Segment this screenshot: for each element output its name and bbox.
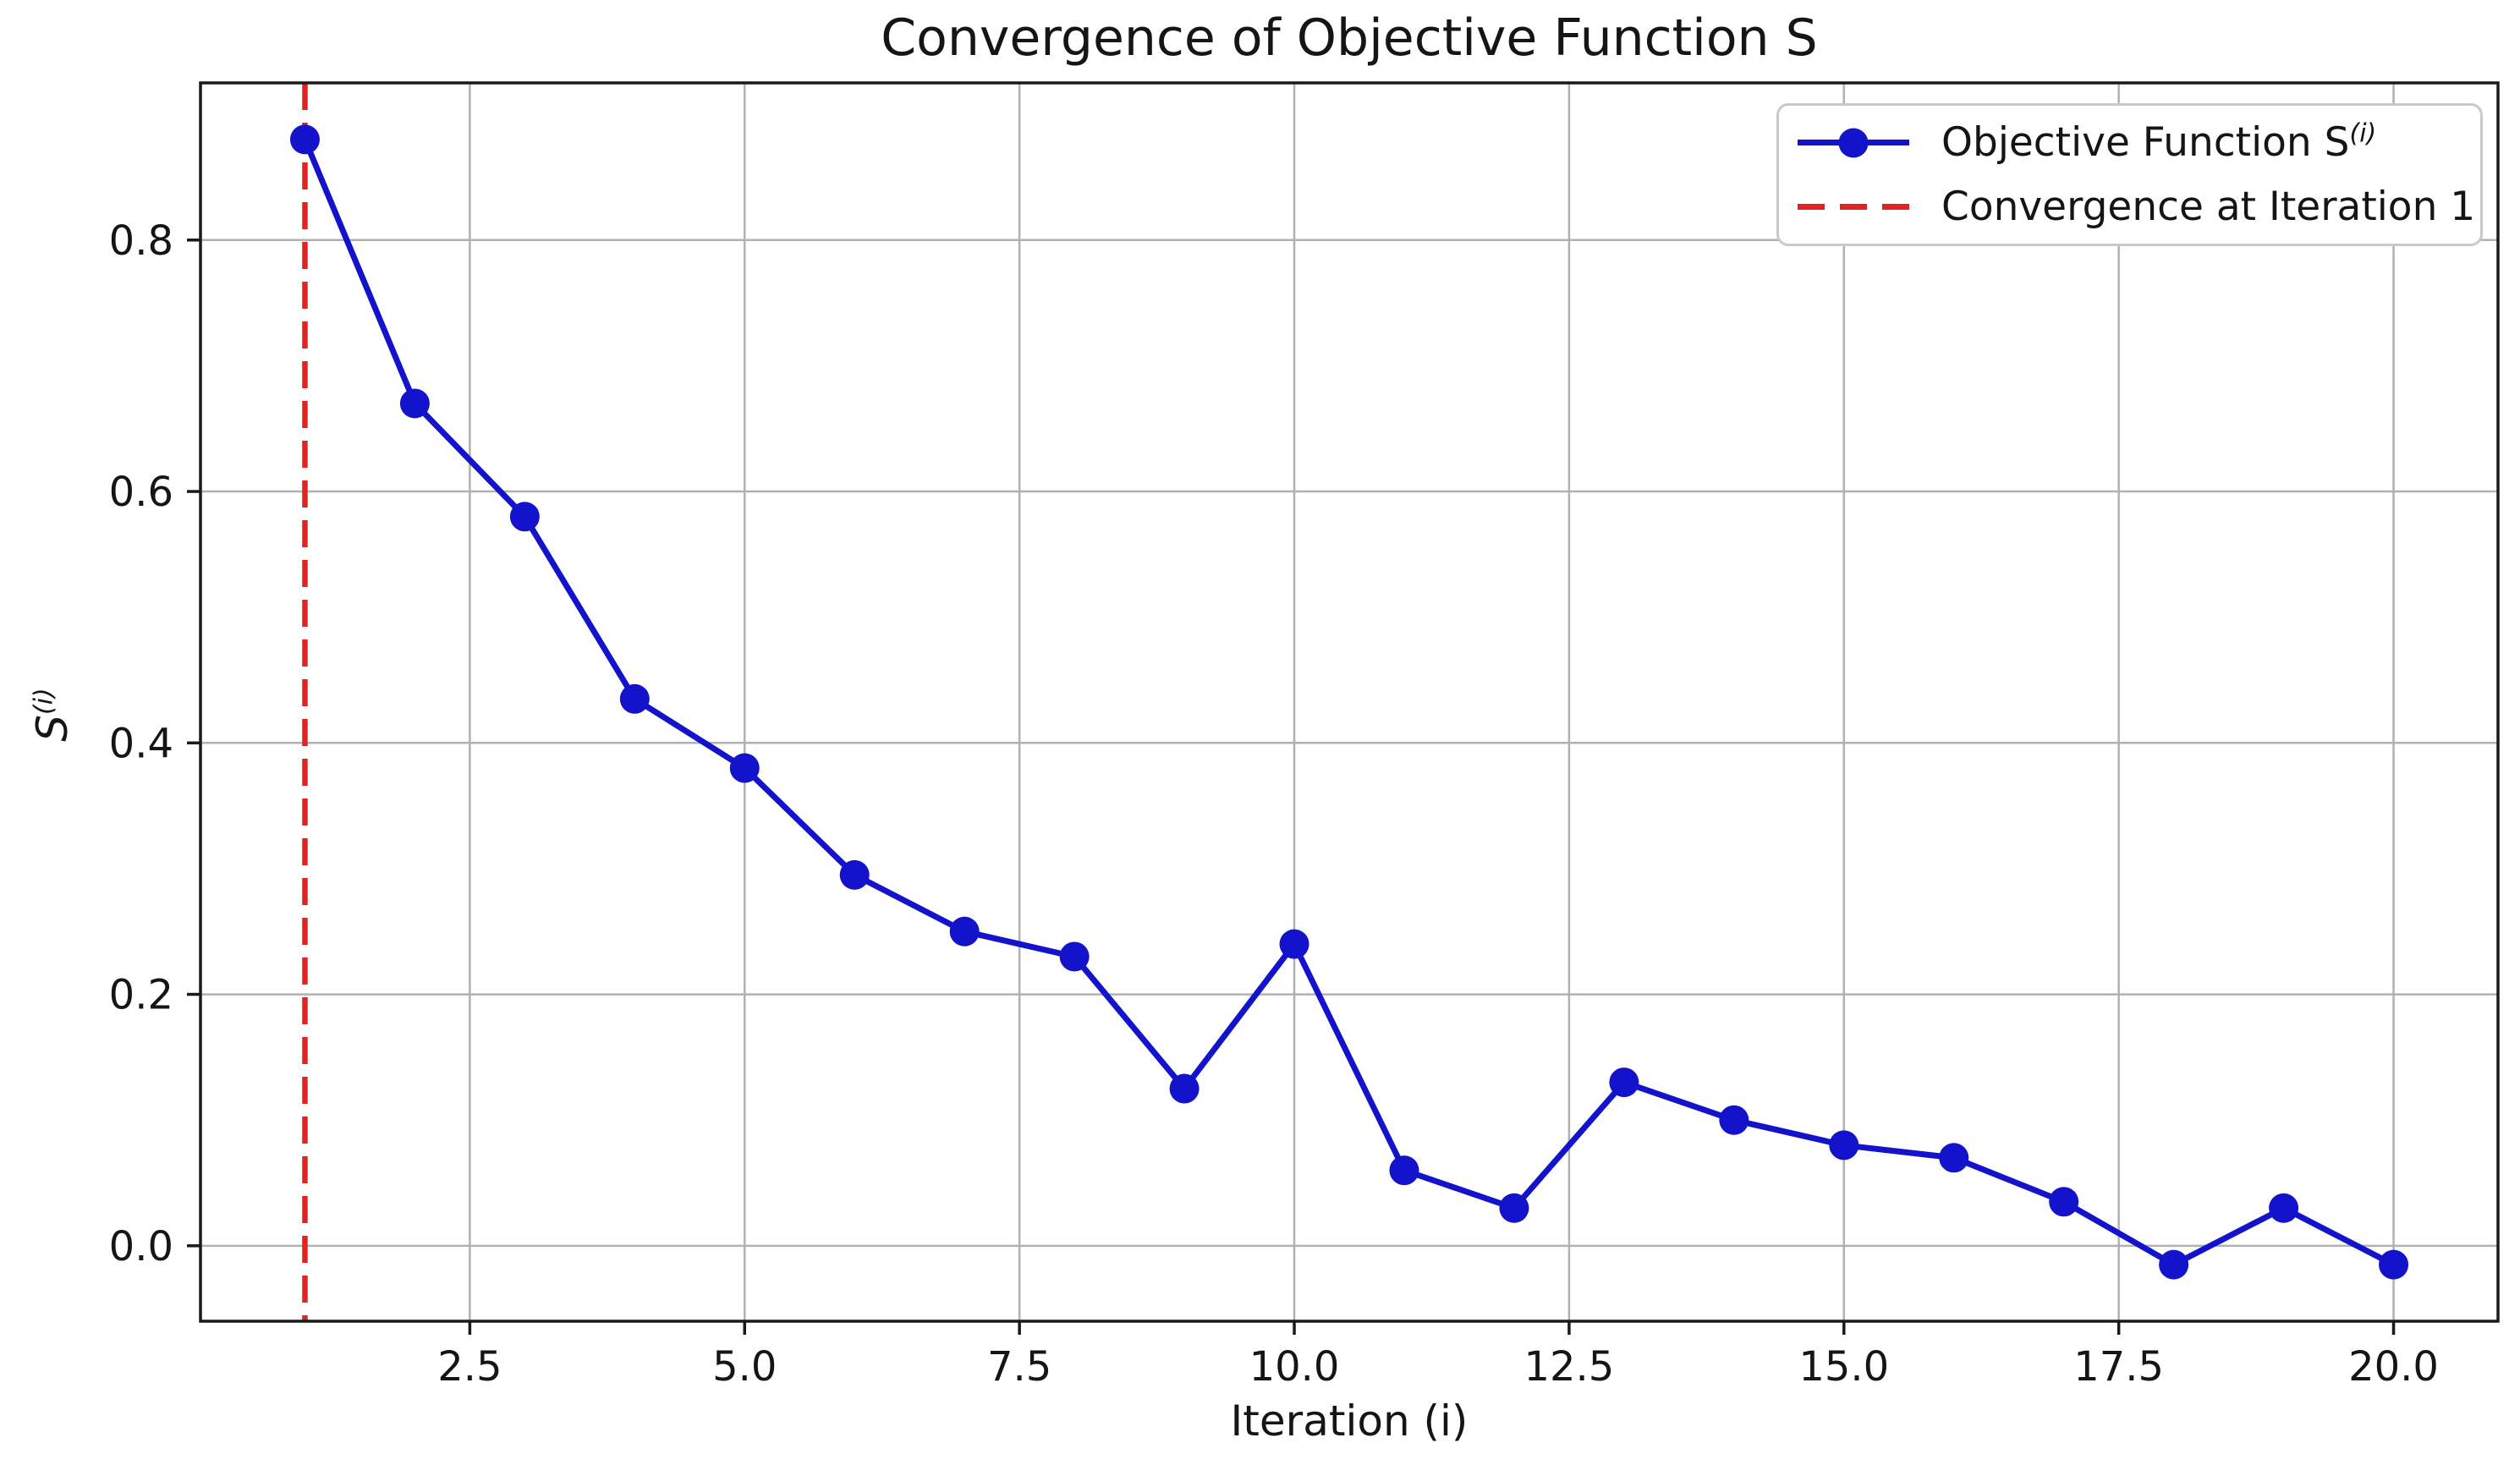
data-point-marker xyxy=(1719,1105,1749,1135)
legend: Objective Function S(i) Convergence at I… xyxy=(1776,103,2483,246)
y-tick-label: 0.0 xyxy=(109,1223,173,1270)
data-point-marker xyxy=(949,916,980,946)
data-point-marker xyxy=(1169,1073,1200,1104)
x-axis-label: Iteration (i) xyxy=(1230,1396,1469,1446)
data-point-marker xyxy=(2379,1249,2409,1280)
y-axis-label-base: S xyxy=(28,715,77,742)
x-tick-label: 10.0 xyxy=(1249,1343,1340,1391)
x-tick-label: 5.0 xyxy=(712,1343,777,1391)
legend-label-text: Convergence at Iteration 1 xyxy=(1941,183,2476,230)
legend-item-convergence-line: Convergence at Iteration 1 xyxy=(1779,175,2480,239)
data-point-marker xyxy=(289,124,320,155)
data-point-marker xyxy=(2049,1187,2079,1217)
legend-dash-sample xyxy=(1798,203,1909,210)
y-tick-label: 0.2 xyxy=(109,972,173,1019)
data-point-marker xyxy=(1609,1067,1639,1098)
data-point-marker xyxy=(729,753,760,783)
x-tick-label: 7.5 xyxy=(987,1343,1051,1391)
legend-line-sample xyxy=(1798,128,1909,158)
data-point-marker xyxy=(2159,1249,2189,1280)
plot-frame xyxy=(199,81,2500,1323)
data-point-marker xyxy=(1939,1143,1969,1173)
data-point-marker xyxy=(839,859,870,890)
y-tick-label: 0.8 xyxy=(109,217,173,265)
series-line xyxy=(301,136,2397,1268)
legend-label-text: Objective Function S xyxy=(1941,119,2350,167)
x-tick-label: 17.5 xyxy=(2073,1343,2164,1391)
data-point-marker xyxy=(1829,1130,1859,1160)
data-point-marker xyxy=(1279,929,1309,959)
legend-item-objective-function: Objective Function S(i) xyxy=(1779,111,2480,175)
data-point-marker xyxy=(619,683,650,714)
x-tick-label: 2.5 xyxy=(437,1343,502,1391)
y-tick-label: 0.6 xyxy=(109,469,173,516)
y-axis-label: S(i) xyxy=(28,688,77,742)
data-point-marker xyxy=(1059,941,1090,972)
legend-marker-dot-icon xyxy=(1838,128,1869,158)
data-point-marker xyxy=(2269,1193,2299,1223)
data-point-marker xyxy=(399,388,430,419)
x-tick-label: 12.5 xyxy=(1524,1343,1614,1391)
data-point-marker xyxy=(509,502,540,532)
legend-label: Convergence at Iteration 1 xyxy=(1941,184,2475,230)
data-point-marker xyxy=(1389,1155,1419,1186)
x-tick-label: 15.0 xyxy=(1798,1343,1889,1391)
chart-title: Convergence of Objective Function S xyxy=(881,8,1818,68)
x-tick-label: 20.0 xyxy=(2348,1343,2439,1391)
data-point-marker xyxy=(1499,1193,1529,1223)
legend-label-superscript: (i) xyxy=(2349,118,2377,149)
legend-label: Objective Function S(i) xyxy=(1941,119,2376,166)
y-axis-label-superscript: (i) xyxy=(29,688,59,715)
y-tick-label: 0.4 xyxy=(109,720,173,767)
